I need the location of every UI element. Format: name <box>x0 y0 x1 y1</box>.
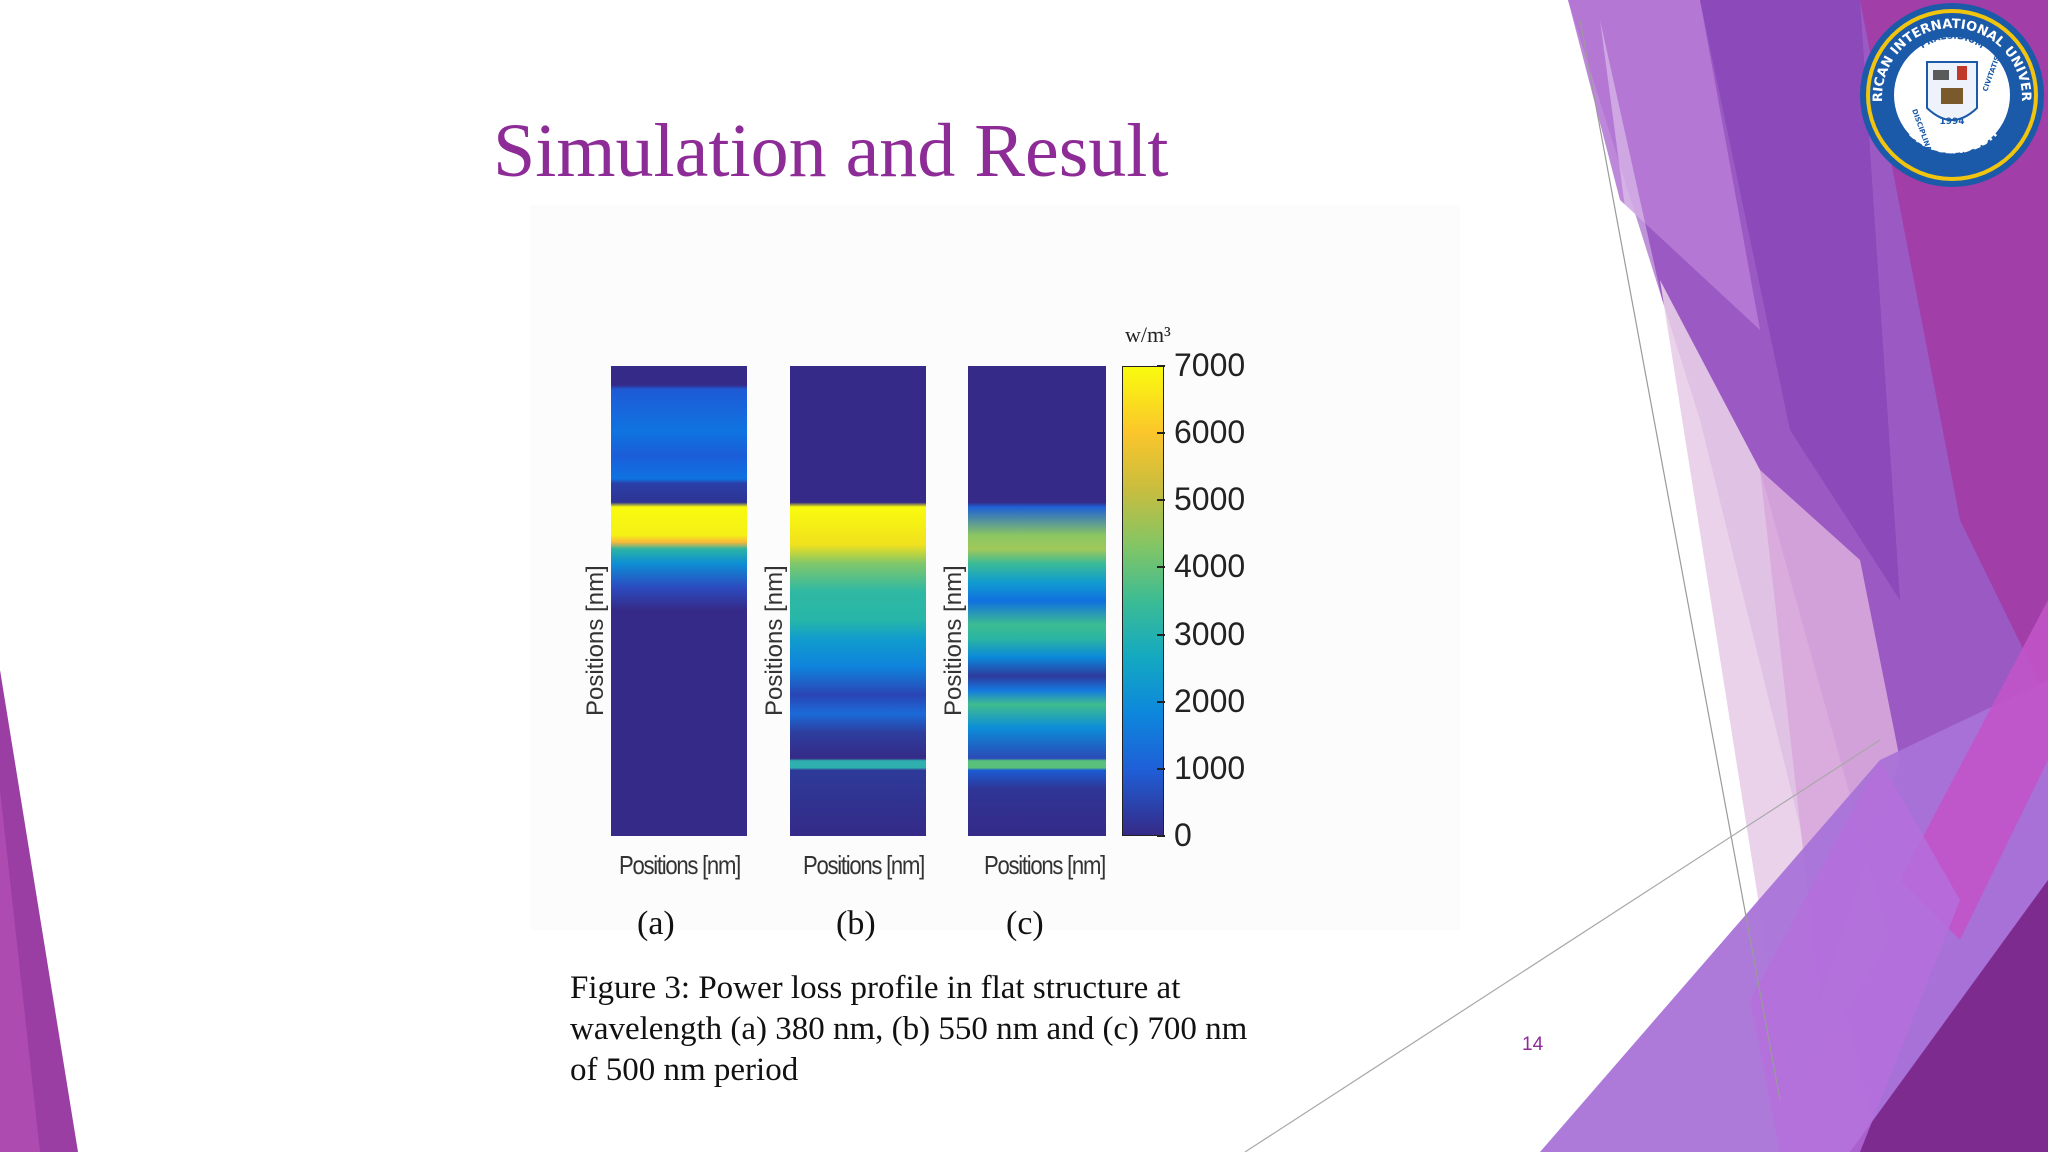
colorbar-tick-label: 3000 <box>1174 615 1246 652</box>
colorbar-unit-label: w/m³ <box>1125 322 1171 347</box>
x-axis-label-a: Positions [nm] <box>619 850 741 880</box>
colorbar-tick-label: 5000 <box>1174 481 1246 518</box>
colorbar-tick-mark <box>1157 835 1165 837</box>
colorbar <box>1122 366 1164 836</box>
slide-title: Simulation and Result <box>493 109 1169 193</box>
y-axis-label-c: Positions [nm] <box>940 565 967 716</box>
page-number: 14 <box>1522 1034 1544 1055</box>
colorbar-tick-label: 7000 <box>1174 347 1246 383</box>
university-logo: AMERICAN INTERNATIONAL UNIVERSITY BANGLA… <box>1851 0 2048 190</box>
colorbar-tick-mark <box>1157 499 1165 502</box>
svg-text:1994: 1994 <box>1939 117 1964 127</box>
colorbar-tick-mark <box>1157 767 1165 770</box>
figure-caption: Figure 3: Power loss profile in flat str… <box>570 970 1248 1088</box>
colorbar-tick-mark <box>1157 566 1165 569</box>
colorbar-tick-mark <box>1157 700 1165 703</box>
colorbar-tick-label: 2000 <box>1174 682 1246 719</box>
panel-label-b: (b) <box>836 905 876 942</box>
colorbar-tick-mark <box>1157 432 1165 435</box>
heatmap-panel-c <box>968 366 1106 836</box>
x-axis-label-c: Positions [nm] <box>984 850 1106 880</box>
heatmap-panel-b <box>790 366 926 836</box>
panel-label-c: (c) <box>1006 905 1044 942</box>
heatmap-panel-a <box>611 366 747 836</box>
x-axis-label-b: Positions [nm] <box>803 850 925 880</box>
colorbar-tick-label: 1000 <box>1174 749 1246 786</box>
panel-label-a: (a) <box>637 905 675 942</box>
colorbar-tick-mark <box>1157 365 1165 367</box>
colorbar-tick-mark <box>1157 633 1165 636</box>
y-axis-label-b: Positions [nm] <box>761 565 788 716</box>
colorbar-tick-label: 6000 <box>1174 414 1246 451</box>
y-axis-label-a: Positions [nm] <box>582 565 609 716</box>
colorbar-tick-label: 4000 <box>1174 548 1246 585</box>
colorbar-tick-label: 0 <box>1174 817 1192 853</box>
